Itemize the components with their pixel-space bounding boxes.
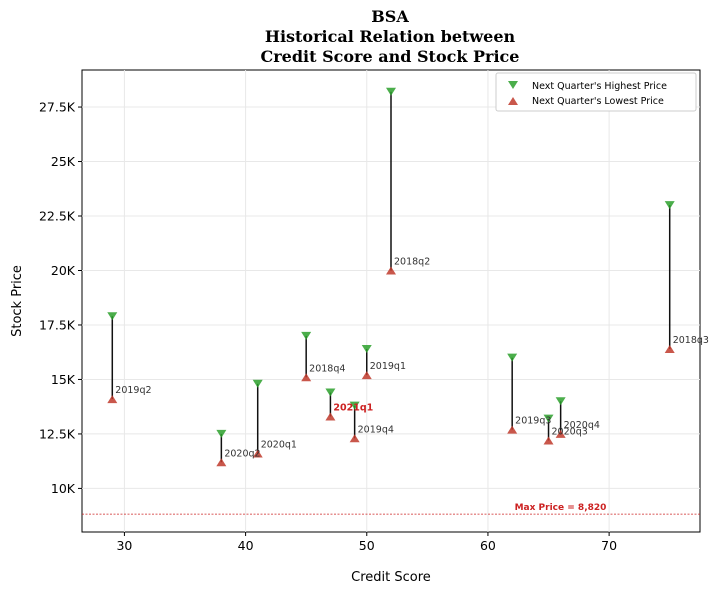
y-tick-label: 17.5K — [39, 317, 76, 332]
y-tick-label: 12.5K — [39, 426, 76, 441]
low-price-marker-2020q2 — [216, 458, 227, 467]
y-tick-label: 22.5K — [39, 209, 76, 224]
high-price-marker-2019q4 — [349, 401, 360, 410]
plot-area — [81, 69, 701, 533]
point-label-2019q1: 2019q1 — [370, 361, 406, 372]
x-tick-label: 70 — [601, 538, 617, 553]
point-label-2018q4: 2018q4 — [309, 363, 345, 374]
low-price-marker-2018q3 — [664, 344, 675, 353]
point-label-2020q2: 2020q2 — [224, 448, 260, 459]
chart-title-line-3: Credit Score and Stock Price — [261, 47, 520, 66]
y-axis-ticks: 10K 12.5K 15K 17.5K 20K 22.5K 25K 27.5K — [39, 100, 82, 496]
point-label-2021q1: 2021q1 — [333, 403, 373, 414]
high-price-marker-2021q1 — [325, 388, 336, 397]
legend-box — [495, 72, 697, 112]
point-label-2019q3: 2019q3 — [515, 416, 551, 427]
high-price-marker-2020q2 — [216, 429, 227, 438]
high-price-marker-2020q4 — [555, 397, 566, 406]
low-price-marker-2020q4 — [555, 429, 566, 438]
chart-title: BSA Historical Relation between Credit S… — [261, 7, 520, 66]
low-price-marker-2021q1 — [325, 412, 336, 421]
low-price-marker-2018q2 — [386, 266, 396, 275]
low-price-marker-2019q2 — [107, 395, 118, 404]
low-price-marker-2018q4 — [301, 373, 312, 382]
legend-high-marker — [508, 81, 518, 89]
point-labels: 2018q2 2018q3 2018q4 2019q1 2019q2 2019q3 2019… — [115, 256, 709, 459]
price-range-stems — [111, 91, 671, 463]
y-tick-label: 20K — [51, 263, 76, 278]
high-price-marker-2019q1 — [361, 344, 372, 353]
low-price-marker-2019q4 — [349, 434, 360, 443]
high-price-marker-2020q3 — [543, 414, 554, 423]
max-price-label: Max Price = 8,820 — [515, 503, 607, 513]
point-label-2019q4: 2019q4 — [358, 424, 394, 435]
legend-low-marker — [508, 97, 518, 105]
low-price-marker-2020q3 — [543, 436, 554, 445]
high-price-marker-2019q3 — [507, 353, 518, 362]
chart-title-line-2: Historical Relation between — [265, 27, 516, 46]
legend: Next Quarter's Highest Price Next Quarte… — [495, 72, 697, 112]
point-label-2020q4: 2020q4 — [564, 420, 600, 431]
high-price-marker-2019q2 — [107, 312, 118, 321]
reference-line: Max Price = 8,820 — [82, 503, 700, 515]
x-axis-label: Credit Score — [351, 570, 431, 585]
low-price-marker-2020q1 — [252, 449, 263, 458]
high-price-marker-2018q4 — [301, 331, 312, 340]
y-tick-label: 10K — [51, 481, 76, 496]
point-label-2020q3: 2020q3 — [552, 426, 588, 437]
legend-high-label: Next Quarter's Highest Price — [532, 81, 667, 92]
high-price-marker-2018q3 — [664, 201, 675, 210]
price-markers — [107, 87, 675, 467]
legend-low-label: Next Quarter's Lowest Price — [532, 96, 664, 107]
x-tick-label: 50 — [359, 538, 375, 553]
x-axis-ticks: 30 40 50 60 70 — [116, 532, 617, 553]
point-label-2020q1: 2020q1 — [261, 440, 297, 451]
y-tick-label: 27.5K — [39, 100, 76, 115]
x-tick-label: 30 — [116, 538, 132, 553]
point-label-2018q2: 2018q2 — [394, 256, 430, 267]
x-tick-label: 60 — [480, 538, 496, 553]
high-price-marker-2020q1 — [252, 379, 263, 388]
high-price-marker-2018q2 — [386, 87, 396, 96]
low-price-marker-2019q3 — [507, 425, 518, 434]
point-label-2019q2: 2019q2 — [115, 385, 151, 396]
x-tick-label: 40 — [238, 538, 254, 553]
chart-title-line-1: BSA — [371, 7, 409, 26]
y-axis-label: Stock Price — [10, 265, 25, 337]
low-price-marker-2019q1 — [361, 371, 372, 380]
point-label-2018q3: 2018q3 — [673, 335, 709, 346]
y-tick-label: 25K — [51, 154, 76, 169]
y-tick-label: 15K — [51, 372, 76, 387]
